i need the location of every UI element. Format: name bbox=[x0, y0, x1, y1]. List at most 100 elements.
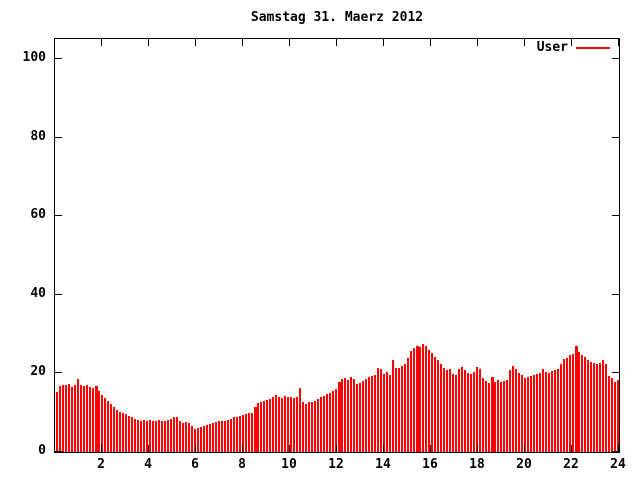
x-tick bbox=[618, 39, 619, 46]
impulse-bar bbox=[299, 388, 301, 452]
impulse-bar bbox=[485, 381, 487, 452]
impulse-bar bbox=[551, 371, 553, 452]
impulse-bar bbox=[488, 383, 490, 452]
impulse-bar bbox=[389, 375, 391, 452]
impulse-bar bbox=[293, 398, 295, 452]
impulse-bar bbox=[437, 360, 439, 452]
impulse-bar bbox=[122, 413, 124, 452]
impulse-bar bbox=[56, 392, 58, 452]
impulse-bar bbox=[68, 384, 70, 452]
impulse-bar bbox=[152, 421, 154, 452]
impulse-bar bbox=[287, 397, 289, 452]
impulse-bar bbox=[179, 421, 181, 452]
y-tick bbox=[55, 215, 62, 216]
y-tick-label: 100 bbox=[22, 50, 46, 65]
impulse-bar bbox=[605, 364, 607, 452]
impulse-bar bbox=[188, 423, 190, 452]
impulse-bar bbox=[110, 404, 112, 452]
impulse-bar bbox=[266, 400, 268, 452]
impulse-bar bbox=[386, 372, 388, 452]
impulse-bar bbox=[161, 421, 163, 452]
impulse-bar bbox=[317, 399, 319, 452]
impulse-bar bbox=[512, 366, 514, 452]
impulse-bar bbox=[542, 369, 544, 452]
impulse-bar bbox=[206, 425, 208, 452]
impulse-bar bbox=[107, 401, 109, 452]
impulse-bar bbox=[509, 370, 511, 452]
impulse-bar bbox=[608, 376, 610, 452]
impulse-bar bbox=[578, 352, 580, 452]
y-tick bbox=[55, 451, 62, 452]
x-tick bbox=[524, 39, 525, 46]
y-tick-label: 60 bbox=[30, 207, 46, 222]
impulse-bar bbox=[353, 379, 355, 452]
impulse-bar bbox=[473, 372, 475, 452]
impulse-bar bbox=[62, 385, 64, 452]
impulse-bar bbox=[494, 382, 496, 452]
impulse-bar bbox=[104, 398, 106, 452]
impulse-bar bbox=[239, 416, 241, 452]
impulse-bar bbox=[167, 420, 169, 452]
impulse-bar bbox=[392, 360, 394, 452]
x-tick bbox=[148, 39, 149, 46]
impulse-bar bbox=[143, 420, 145, 452]
impulse-bar bbox=[611, 378, 613, 452]
impulse-bar bbox=[581, 355, 583, 452]
impulse-bar bbox=[371, 376, 373, 452]
x-tick bbox=[430, 445, 431, 452]
impulse-bar bbox=[176, 417, 178, 452]
impulse-bar bbox=[278, 397, 280, 452]
impulse-bar bbox=[587, 360, 589, 452]
impulse-bar bbox=[269, 399, 271, 452]
legend-label-user: User bbox=[536, 40, 568, 55]
impulse-bar bbox=[221, 421, 223, 452]
impulse-bar bbox=[614, 382, 616, 452]
impulse-bar bbox=[518, 373, 520, 452]
impulse-bar bbox=[155, 421, 157, 452]
impulse-bar bbox=[500, 382, 502, 452]
impulse-bar bbox=[569, 355, 571, 452]
x-tick bbox=[289, 39, 290, 46]
x-tick-label: 8 bbox=[238, 457, 246, 472]
impulse-bar bbox=[296, 397, 298, 452]
impulse-bar bbox=[212, 423, 214, 452]
impulse-bar bbox=[209, 424, 211, 452]
impulse-bar bbox=[482, 378, 484, 452]
impulse-bar bbox=[467, 373, 469, 452]
impulse-bar bbox=[131, 417, 133, 452]
impulse-bar bbox=[470, 374, 472, 452]
impulse-bar bbox=[362, 381, 364, 452]
impulse-bar bbox=[140, 421, 142, 452]
impulse-bar bbox=[458, 369, 460, 452]
impulse-bar bbox=[491, 377, 494, 452]
impulse-bar bbox=[524, 378, 526, 452]
x-tick bbox=[383, 39, 384, 46]
impulse-bar bbox=[380, 369, 382, 452]
y-tick bbox=[612, 294, 619, 295]
impulse-bar bbox=[368, 377, 370, 452]
impulse-bar bbox=[395, 368, 397, 452]
impulse-bar bbox=[275, 395, 277, 452]
impulse-bar bbox=[464, 370, 466, 452]
impulse-bar bbox=[86, 385, 88, 452]
impulse-bar bbox=[602, 360, 604, 452]
impulse-bar bbox=[347, 380, 349, 452]
impulse-bar bbox=[92, 388, 94, 452]
impulse-bar bbox=[146, 421, 148, 452]
impulse-bar bbox=[461, 367, 463, 452]
impulse-bar bbox=[422, 344, 424, 452]
impulse-bar bbox=[539, 373, 541, 452]
impulse-bar bbox=[203, 426, 205, 452]
impulse-bar bbox=[533, 375, 535, 452]
impulse-bar bbox=[329, 393, 331, 452]
impulse-bar bbox=[410, 351, 412, 452]
impulse-bar bbox=[134, 419, 136, 452]
y-tick bbox=[55, 58, 62, 59]
impulse-bar bbox=[194, 429, 196, 452]
impulse-bar bbox=[449, 369, 451, 452]
impulse-bar bbox=[575, 346, 578, 452]
x-tick bbox=[571, 445, 572, 452]
impulse-bar bbox=[215, 422, 217, 452]
impulse-bar bbox=[173, 417, 175, 452]
impulse-bar bbox=[200, 427, 202, 452]
